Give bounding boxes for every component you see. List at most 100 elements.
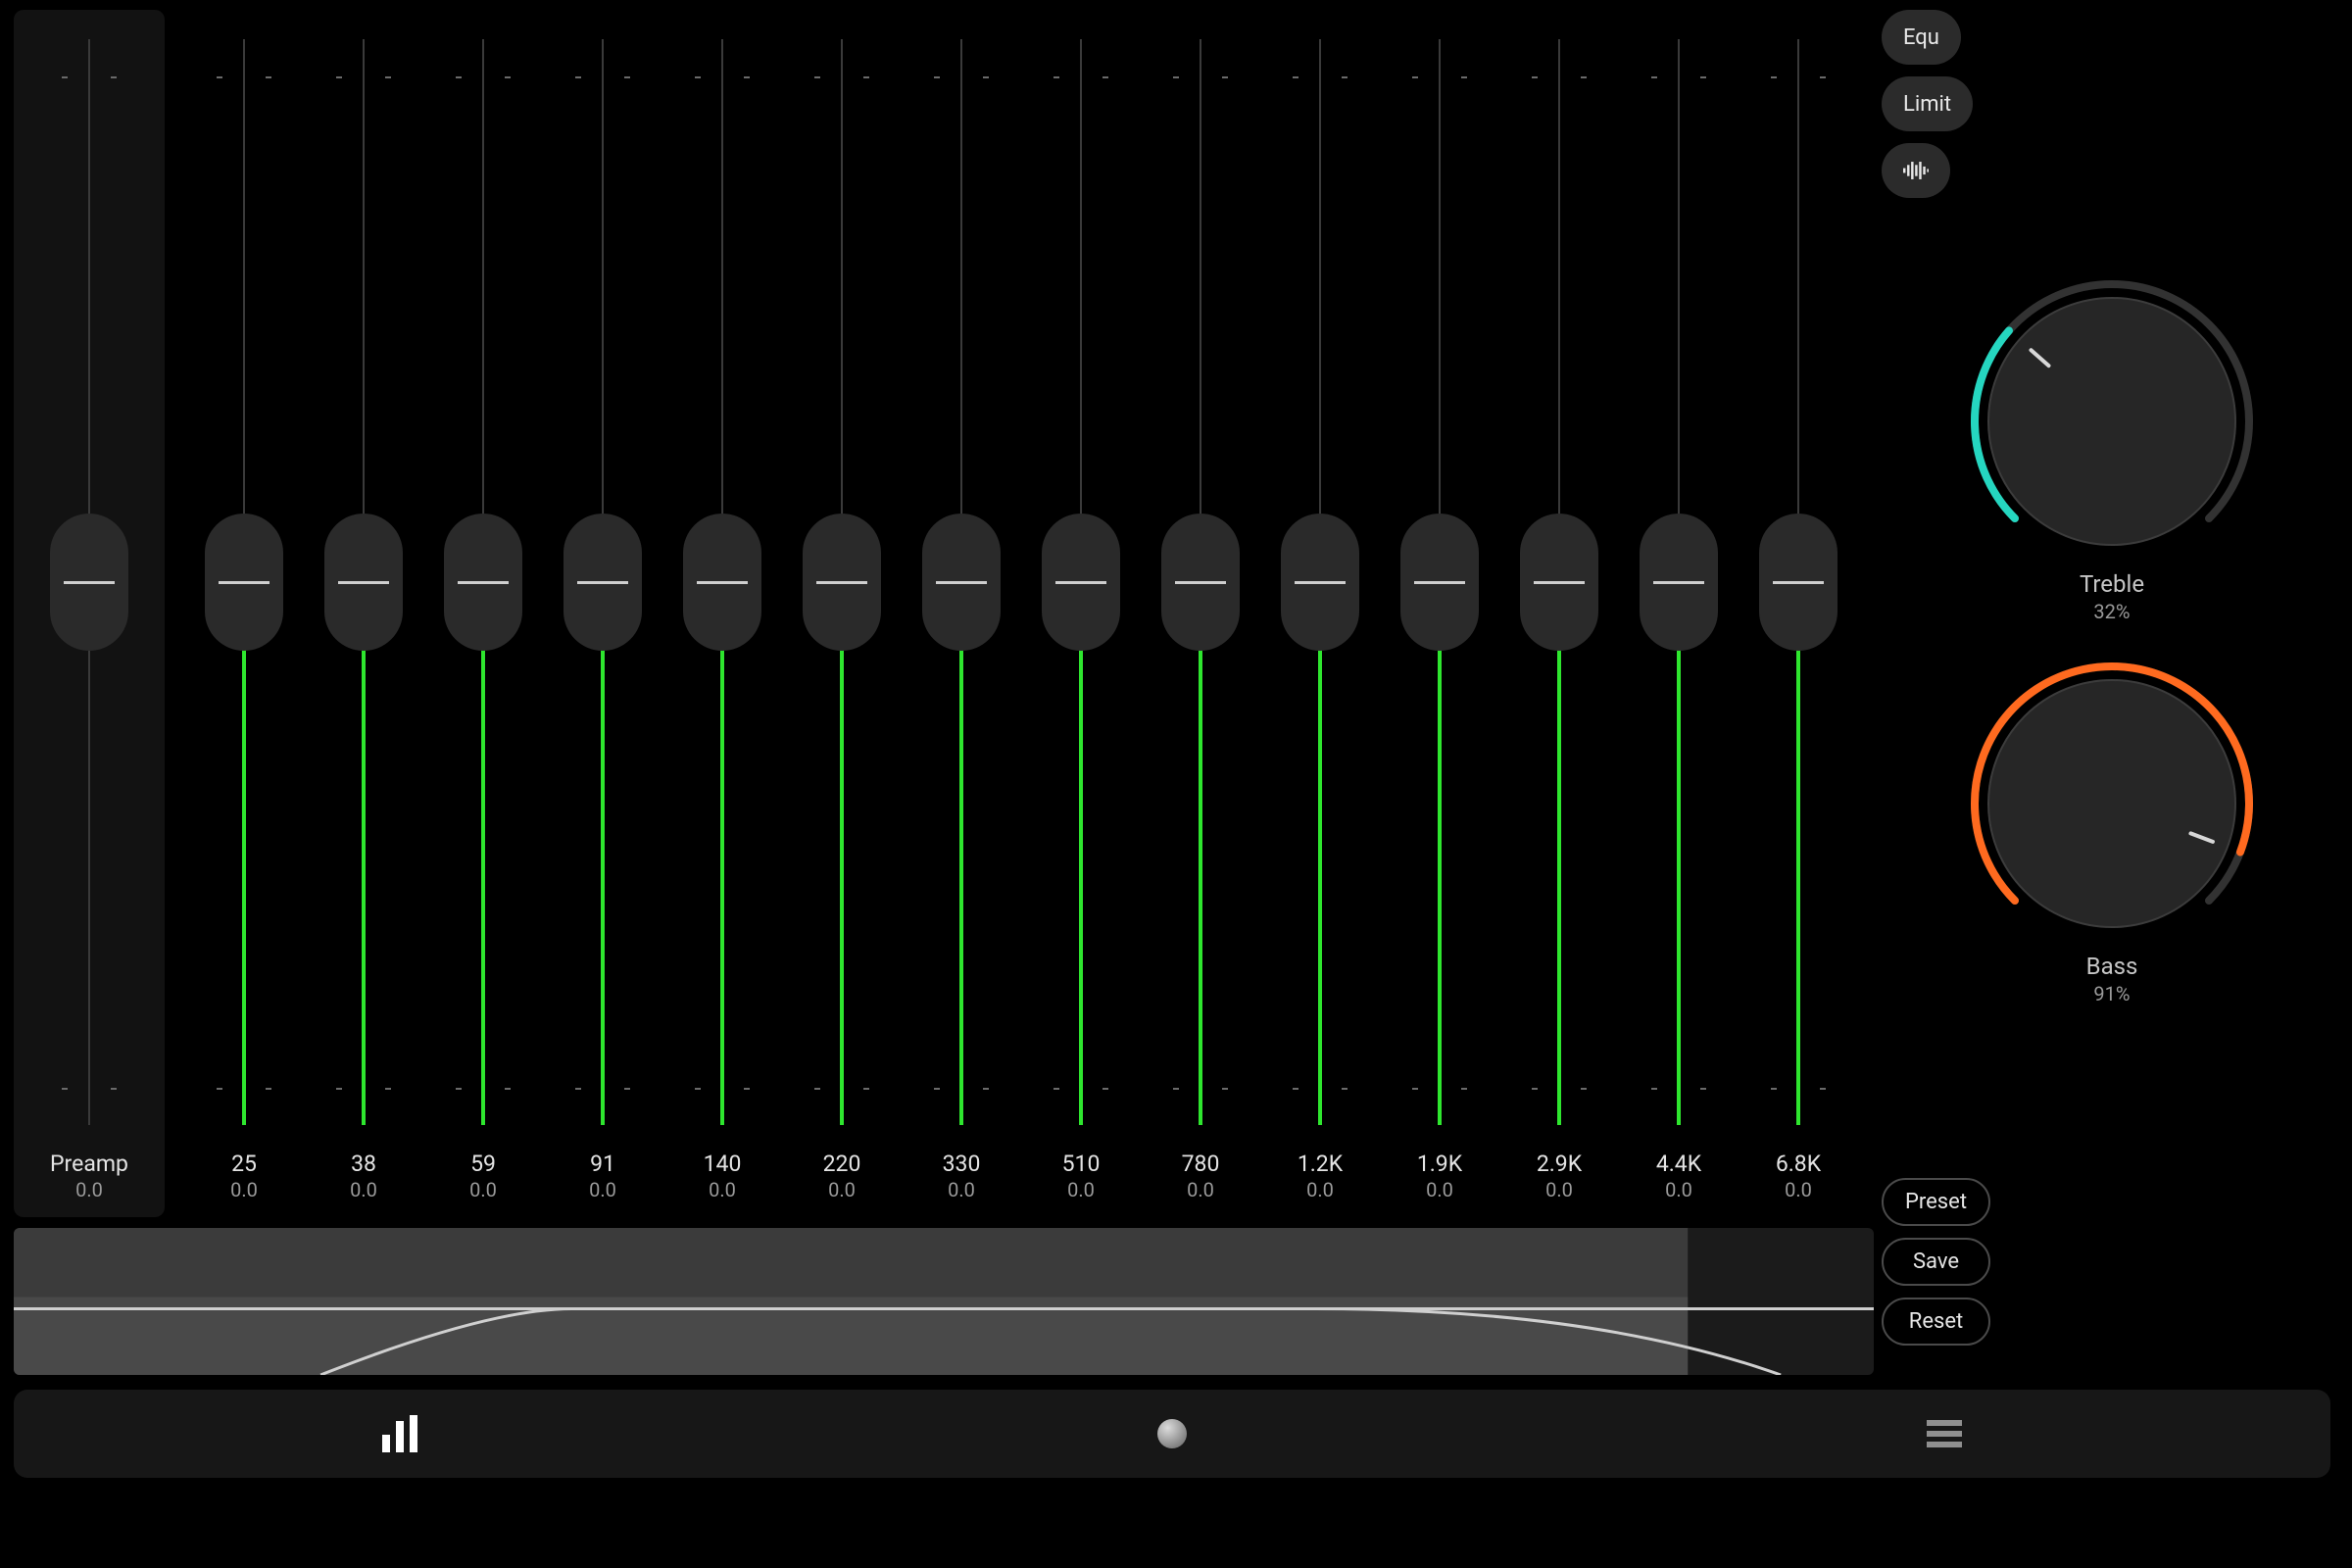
slider-labels: 6.8K0.0 [1776, 1151, 1821, 1201]
slider-freq-label: 330 [943, 1151, 981, 1178]
slider-track[interactable] [1021, 10, 1141, 1154]
preset-button[interactable]: Preset [1882, 1178, 1990, 1226]
slider-thumb[interactable] [803, 514, 881, 651]
equ-chip[interactable]: Equ [1882, 10, 1961, 65]
slider-value-label: 0.0 [943, 1178, 981, 1201]
band-slider-140: 1400.0 [662, 10, 782, 1217]
slider-thumb[interactable] [1400, 514, 1479, 651]
slider-active-track [1438, 582, 1442, 1125]
knob-svg [1955, 265, 2269, 578]
nav-menu[interactable] [1558, 1390, 2330, 1478]
slider-track[interactable] [14, 10, 165, 1154]
spectrum-chip[interactable] [1882, 143, 1950, 198]
slider-value-label: 0.0 [1062, 1178, 1101, 1201]
sliders-row: Preamp0.0250.0380.0590.0910.01400.02200.… [14, 10, 1874, 1217]
slider-labels: 1400.0 [704, 1151, 742, 1201]
slider-active-track [1796, 582, 1800, 1125]
slider-track[interactable] [1739, 10, 1858, 1154]
slider-labels: 910.0 [589, 1151, 616, 1201]
slider-value-label: 0.0 [50, 1178, 128, 1201]
slider-thumb[interactable] [683, 514, 761, 651]
slider-thumb[interactable] [444, 514, 522, 651]
menu-icon [1927, 1420, 1962, 1447]
slider-thumb[interactable] [205, 514, 283, 651]
slider-active-track [1318, 582, 1322, 1125]
slider-thumb[interactable] [1281, 514, 1359, 651]
slider-active-track [1079, 582, 1083, 1125]
slider-track[interactable] [1380, 10, 1499, 1154]
slider-track[interactable] [782, 10, 902, 1154]
slider-value-label: 0.0 [704, 1178, 742, 1201]
slider-labels: 5100.0 [1062, 1151, 1101, 1201]
slider-thumb[interactable] [1161, 514, 1240, 651]
slider-value-label: 0.0 [230, 1178, 258, 1201]
slider-active-track [481, 582, 485, 1125]
slider-track[interactable] [1619, 10, 1739, 1154]
slider-track[interactable] [543, 10, 662, 1154]
treble-knob[interactable]: Treble32% [1955, 265, 2269, 623]
slider-track[interactable] [1260, 10, 1380, 1154]
slider-freq-label: 1.9K [1417, 1151, 1462, 1178]
slider-thumb[interactable] [1520, 514, 1598, 651]
slider-labels: 1.2K0.0 [1298, 1151, 1343, 1201]
slider-freq-label: 510 [1062, 1151, 1101, 1178]
slider-track[interactable] [662, 10, 782, 1154]
knob-icon [1155, 1417, 1189, 1450]
slider-active-track [720, 582, 724, 1125]
slider-value-label: 0.0 [1537, 1178, 1582, 1201]
slider-track[interactable] [1858, 10, 1874, 1154]
knob-value: 32% [2093, 600, 2130, 623]
slider-thumb[interactable] [1042, 514, 1120, 651]
slider-freq-label: 4.4K [1656, 1151, 1701, 1178]
slider-thumb[interactable] [324, 514, 403, 651]
right-panel: Equ Limit Treble32% Bass91% Preset Save … [1882, 10, 2342, 1499]
slider-thumb[interactable] [1759, 514, 1838, 651]
nav-equalizer[interactable] [14, 1390, 786, 1478]
mode-chips: Equ Limit [1882, 10, 2342, 198]
slider-labels: 590.0 [469, 1151, 497, 1201]
bass-knob[interactable]: Bass91% [1955, 647, 2269, 1005]
slider-active-track [362, 582, 366, 1125]
slider-freq-label: 59 [469, 1151, 497, 1178]
band-slider-10: 100. [1858, 10, 1874, 1217]
slider-freq-label: 2.9K [1537, 1151, 1582, 1178]
bottom-nav [14, 1390, 2330, 1478]
slider-thumb[interactable] [922, 514, 1001, 651]
knob-label: Treble [2080, 570, 2144, 598]
band-slider-220: 2200.0 [782, 10, 902, 1217]
slider-value-label: 0.0 [1776, 1178, 1821, 1201]
slider-track[interactable] [1141, 10, 1260, 1154]
action-buttons: Preset Save Reset [1882, 1178, 1990, 1346]
slider-track[interactable] [902, 10, 1021, 1154]
slider-freq-label: 140 [704, 1151, 742, 1178]
band-slider-6.8K: 6.8K0.0 [1739, 10, 1858, 1217]
slider-track[interactable] [423, 10, 543, 1154]
slider-value-label: 0.0 [1656, 1178, 1701, 1201]
preamp-slider: Preamp0.0 [14, 10, 165, 1217]
slider-labels: 1.9K0.0 [1417, 1151, 1462, 1201]
slider-freq-label: 91 [589, 1151, 616, 1178]
slider-freq-label: 1.2K [1298, 1151, 1343, 1178]
band-slider-1.2K: 1.2K0.0 [1260, 10, 1380, 1217]
slider-value-label: 0.0 [1298, 1178, 1343, 1201]
slider-labels: 3300.0 [943, 1151, 981, 1201]
slider-thumb[interactable] [50, 514, 128, 651]
filter-curves [14, 1228, 1874, 1375]
nav-effects[interactable] [786, 1390, 1558, 1478]
slider-value-label: 0.0 [1417, 1178, 1462, 1201]
slider-labels: 2.9K0.0 [1537, 1151, 1582, 1201]
band-slider-38: 380.0 [304, 10, 423, 1217]
slider-thumb[interactable] [1640, 514, 1718, 651]
slider-track[interactable] [1499, 10, 1619, 1154]
band-slider-4.4K: 4.4K0.0 [1619, 10, 1739, 1217]
knob-value: 91% [2093, 982, 2130, 1005]
limit-chip[interactable]: Limit [1882, 76, 1973, 131]
slider-track[interactable] [184, 10, 304, 1154]
reset-button[interactable]: Reset [1882, 1298, 1990, 1346]
slider-active-track [840, 582, 844, 1125]
slider-track[interactable] [304, 10, 423, 1154]
slider-thumb[interactable] [564, 514, 642, 651]
save-button[interactable]: Save [1882, 1238, 1990, 1286]
filter-panel[interactable] [14, 1228, 1874, 1375]
band-slider-510: 5100.0 [1021, 10, 1141, 1217]
